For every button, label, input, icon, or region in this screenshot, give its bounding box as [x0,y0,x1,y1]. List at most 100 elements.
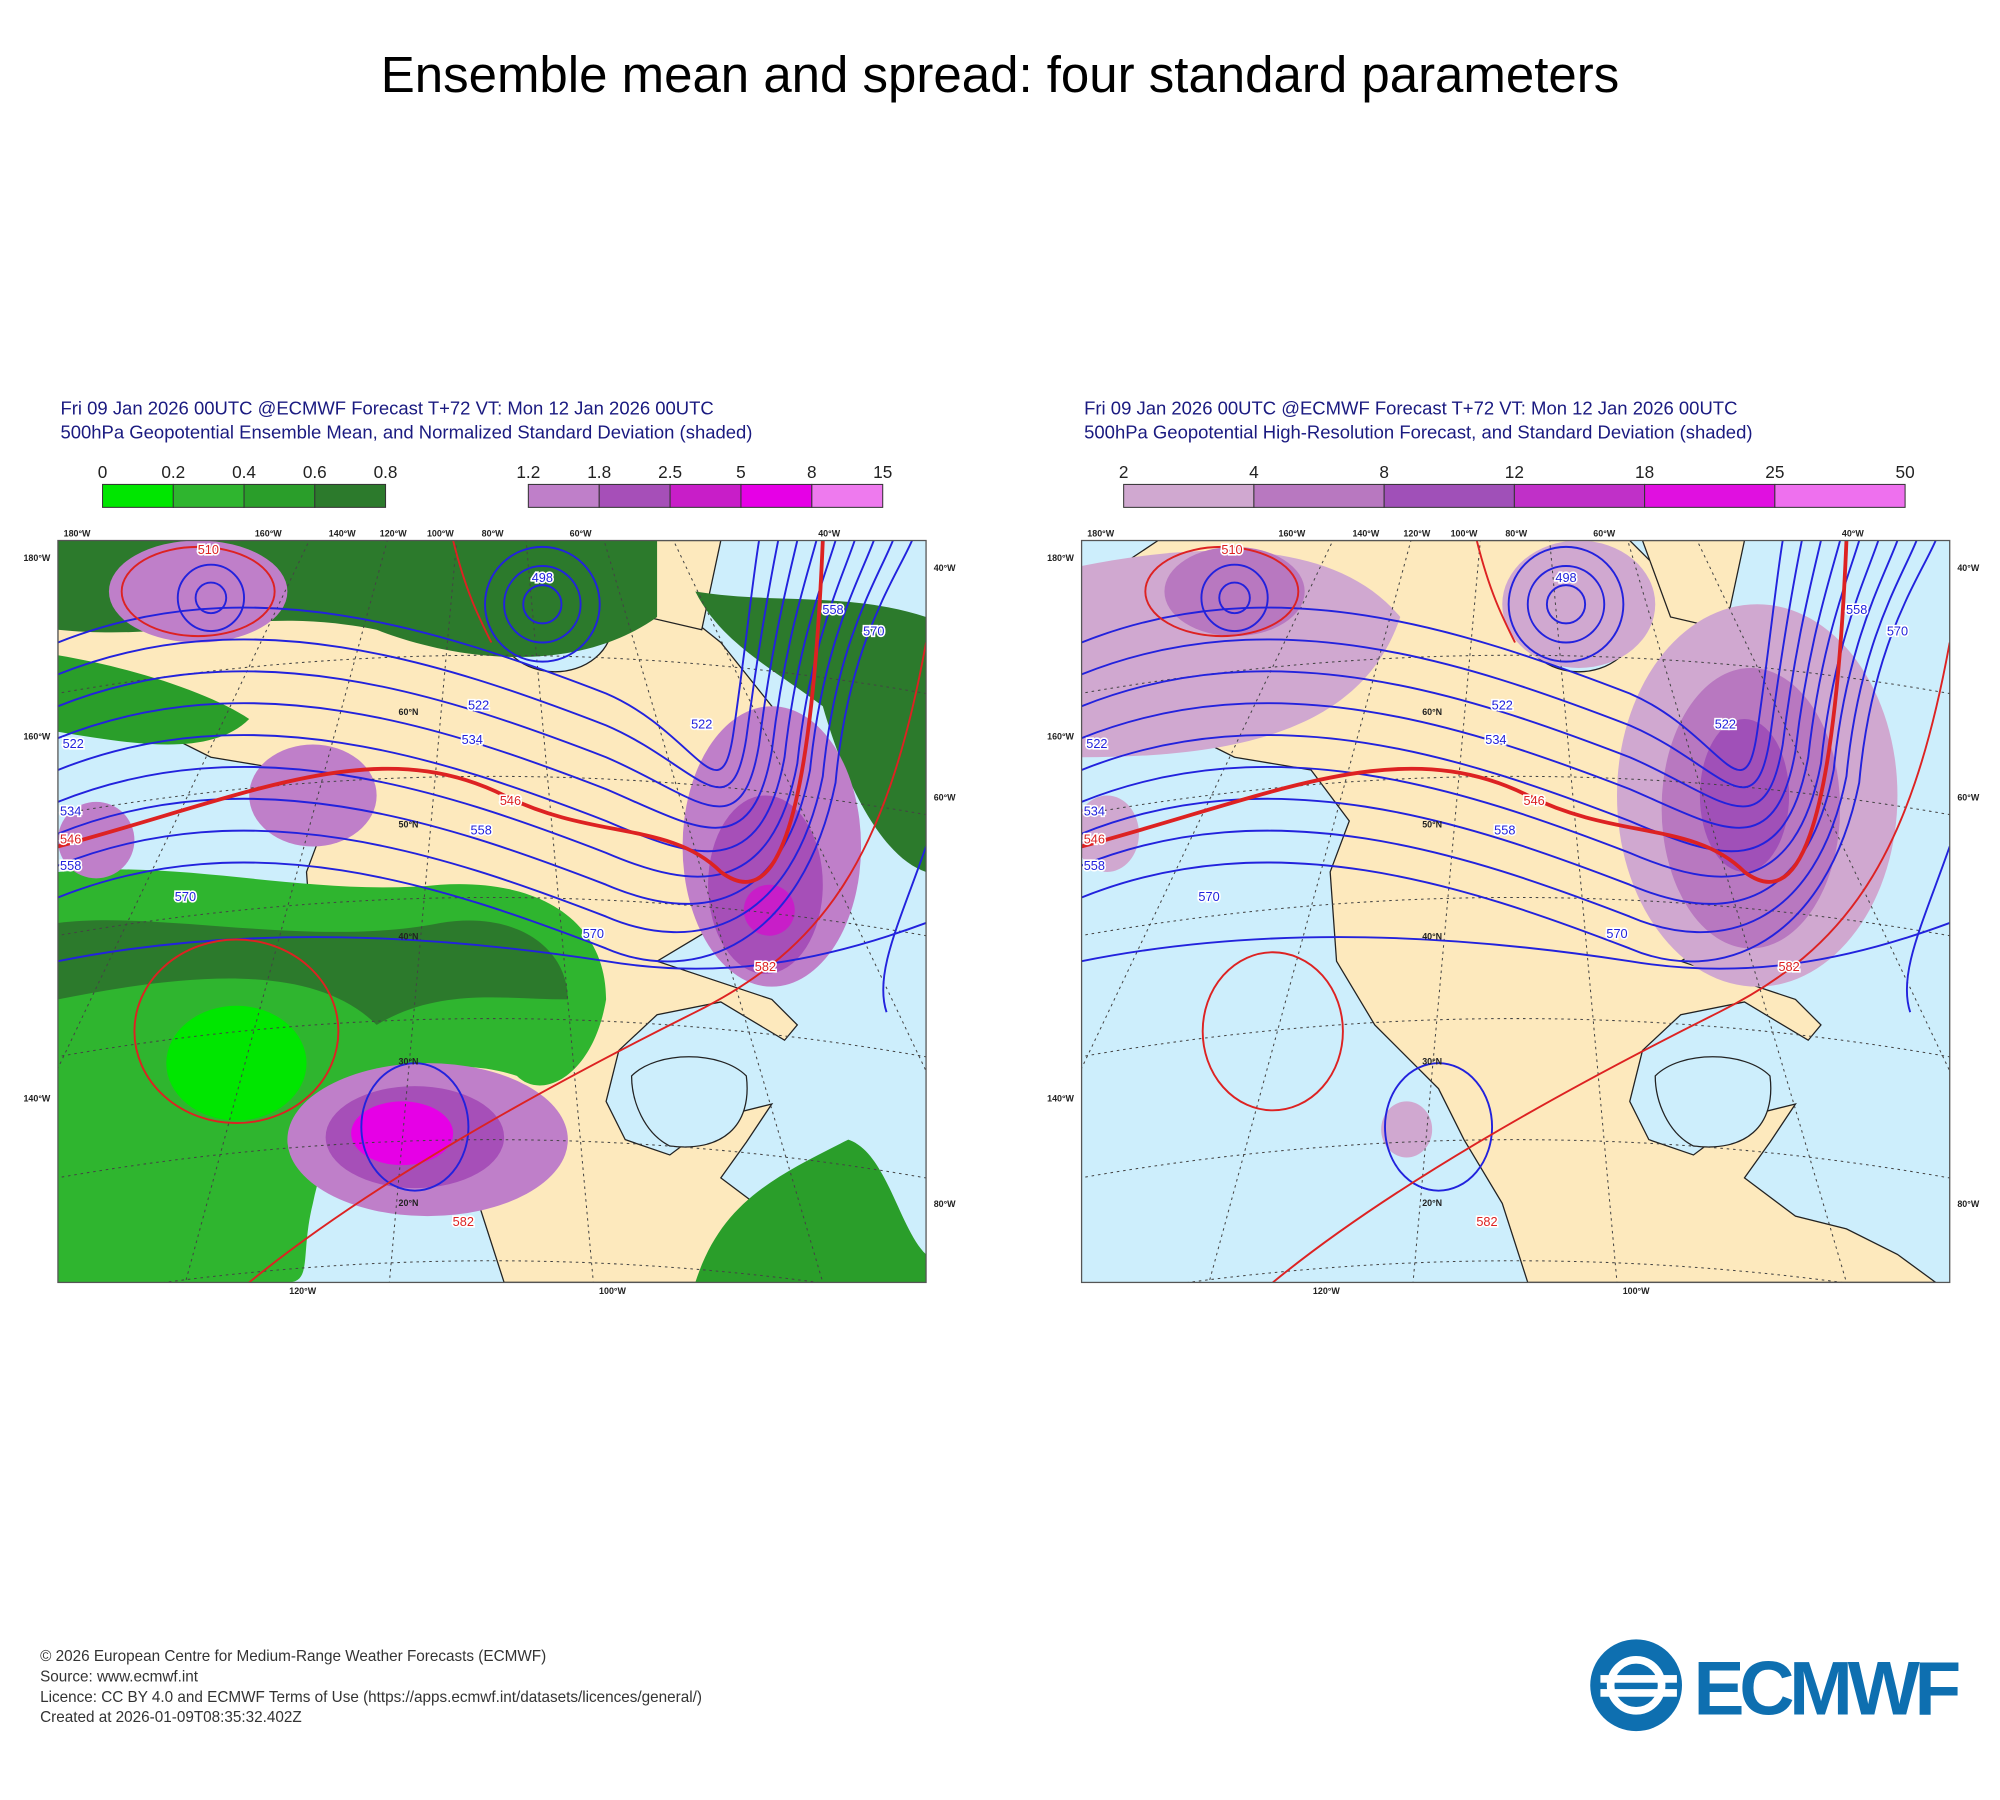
colorbar-segment [669,483,742,508]
contour-line [1081,540,1918,934]
lat-label: 40°N [399,932,419,942]
contour-line [1081,540,1803,789]
contour-line [57,540,818,829]
contour-line [57,540,913,963]
contour-line [1081,540,1784,771]
contour-line [1081,540,1899,905]
logo-text: ECMWF [1693,1647,1961,1732]
contour-line [120,545,276,638]
contour-line [57,540,825,884]
colorbar-tick-label: 1.2 [516,462,540,482]
page-title: Ensemble mean and spread: four standard … [381,46,1620,103]
contour-line [176,563,246,632]
lat-label: 60°N [399,707,419,717]
contour-label: 534 [462,732,483,747]
contour-line [1081,540,1822,808]
contour-line [1081,540,1861,853]
contour-line [484,545,601,663]
colorbar-segment [243,483,316,508]
panel-title: 500hPa Geopotential High-Resolution Fore… [1084,422,1752,443]
lon-label: 100°W [599,1286,626,1296]
contour-label: 498 [532,570,553,585]
contour-label: 546 [500,793,521,808]
footer-line: Licence: CC BY 4.0 and ECMWF Terms of Us… [40,1689,702,1706]
lat-label: 40°N [1422,932,1442,942]
colorbar-segment [172,483,245,508]
shade-green [166,1005,307,1121]
contour-label: 534 [1084,803,1105,818]
lon-label: 100°W [1451,529,1478,539]
graticule [57,896,927,937]
contour-label: 546 [1524,793,1545,808]
lon-label: 140°W [329,529,356,539]
lon-label: 100°W [1623,1286,1650,1296]
footer-line: Source: www.ecmwf.int [40,1668,199,1685]
graticule [603,540,824,1283]
contour-line [1081,540,1842,829]
contour-label: 522 [1715,717,1736,732]
lat-label: 30°N [1422,1056,1442,1066]
colorbar-tick-label: 2 [1119,462,1129,482]
graticule [1081,654,1950,695]
shade-purple [1502,540,1656,668]
contour-line [522,584,563,625]
contour-label: 522 [1086,736,1107,751]
graticule [1627,540,1847,1283]
contour-line [57,540,875,905]
contour-label: 546 [60,831,81,846]
colorbar-segment [1253,483,1385,508]
contour-line [1272,642,1950,1283]
contour-line [248,642,927,1283]
colorbar-tick-label: 5 [736,462,746,482]
panel-title: Fri 09 Jan 2026 00UTC @ECMWF Forecast T+… [60,397,713,418]
lon-label: 80°W [1957,1199,1979,1209]
logo-stripe [1600,1675,1677,1683]
colorbar-tick-label: 0.6 [303,462,327,482]
lon-label: 140°W [23,1093,50,1103]
lat-label: 20°N [1422,1198,1442,1208]
footer-line: © 2026 European Centre for Medium-Range … [40,1648,546,1665]
colorbar-segment [1383,483,1515,508]
lon-label: 120°W [1313,1286,1340,1296]
colorbar-tick-label: 0 [98,462,108,482]
colorbar-segment [102,483,174,508]
lon-label: 120°W [380,529,407,539]
lon-label: 180°W [1047,553,1074,563]
graticule [57,775,927,816]
footer: © 2026 European Centre for Medium-Range … [40,1648,702,1726]
contour-line [1526,565,1606,644]
graticule [1208,540,1412,1283]
logo-stripe [1600,1689,1677,1697]
map-frame [1080,539,1951,1284]
contour-line [194,581,228,615]
logo: ECMWF [1590,1639,1961,1732]
contour-line [57,540,799,808]
map: 522 534 546 558 570 522 534 546 558 570 582 582 498 5… [23,529,956,1296]
lon-label: 60°W [570,529,592,539]
lon-label: 120°W [289,1286,316,1296]
map-frame [57,539,927,1284]
contour-label: 558 [1494,823,1515,838]
contour-line [57,540,780,789]
graticule [57,1139,927,1179]
contour-label: 570 [1887,624,1908,639]
colorbar-segment [527,483,600,508]
shade-purple [1381,1101,1433,1158]
lon-label: 160°W [1047,731,1074,741]
graticule [1081,1139,1950,1179]
contour-label: 558 [1084,858,1105,873]
contour-label: 582 [1476,1214,1497,1229]
contour-line [57,540,894,934]
graticule [1081,775,1950,816]
colorbar-segment [1644,483,1776,508]
lon-label: 180°W [1087,529,1114,539]
contour-line [1200,563,1269,632]
lon-label: 140°W [1352,529,1379,539]
lon-label: 40°W [934,563,956,573]
colorbar-tick-label: 15 [873,462,892,482]
shade-green [695,591,927,872]
contour-line [1081,540,1849,884]
graticule [57,654,927,695]
gulf [1654,1056,1772,1148]
